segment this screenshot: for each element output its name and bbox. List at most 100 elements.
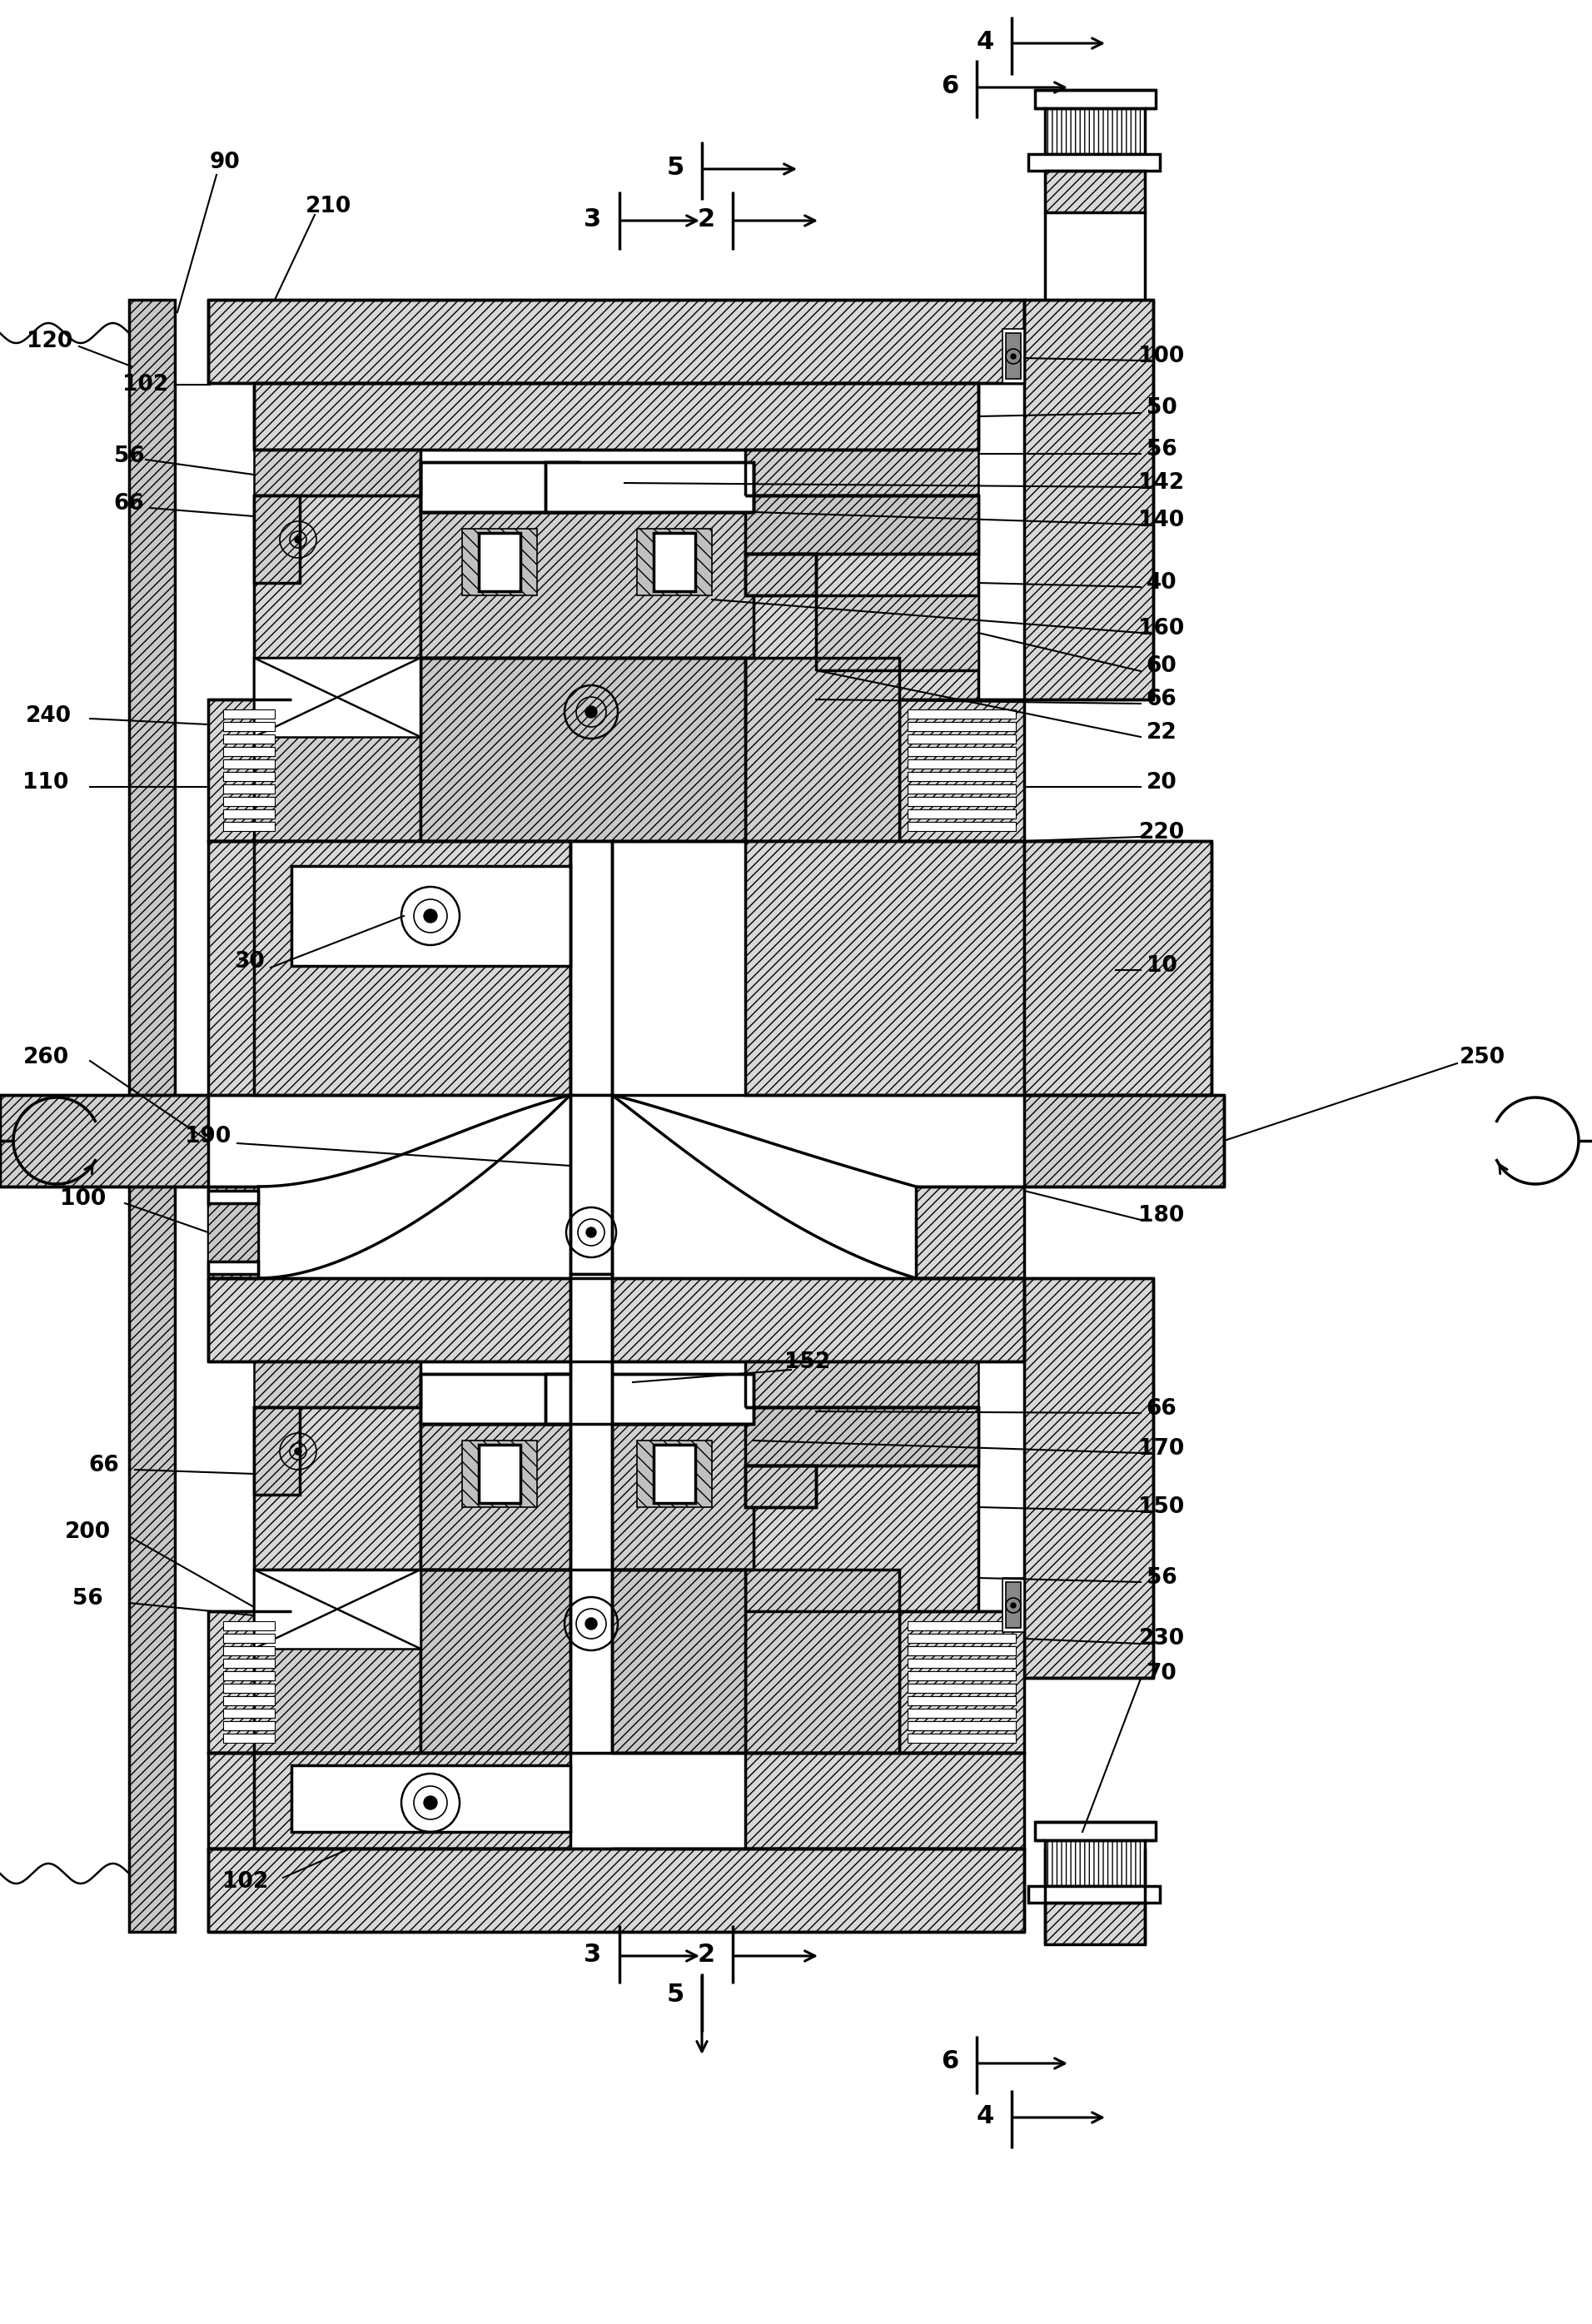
- Bar: [223, 797, 275, 806]
- Bar: [255, 495, 420, 737]
- Bar: [209, 1204, 258, 1262]
- Bar: [1044, 109, 1145, 153]
- Text: 250: 250: [1460, 1046, 1504, 1069]
- Bar: [546, 462, 753, 511]
- Bar: [420, 658, 745, 841]
- Text: 150: 150: [1138, 1497, 1184, 1518]
- Bar: [1024, 300, 1153, 700]
- Bar: [817, 595, 979, 669]
- Text: 10: 10: [1146, 955, 1176, 976]
- Bar: [462, 530, 537, 595]
- Bar: [1035, 91, 1156, 109]
- Text: 56: 56: [72, 1587, 103, 1611]
- Bar: [907, 734, 1016, 744]
- Bar: [745, 1752, 1024, 1848]
- Bar: [899, 1611, 1024, 1752]
- Bar: [255, 1569, 420, 1752]
- Bar: [570, 841, 611, 1095]
- Bar: [745, 1408, 979, 1648]
- Bar: [223, 786, 275, 792]
- Bar: [907, 1622, 1016, 1631]
- Text: 152: 152: [785, 1353, 831, 1373]
- Bar: [907, 709, 1016, 718]
- Bar: [223, 823, 275, 832]
- Bar: [570, 1095, 611, 1274]
- Text: 2: 2: [697, 1943, 715, 1966]
- Bar: [462, 1441, 537, 1508]
- Bar: [209, 1752, 420, 1848]
- Bar: [907, 723, 1016, 732]
- Bar: [907, 746, 1016, 755]
- Bar: [745, 1408, 979, 1466]
- Bar: [420, 511, 753, 658]
- Bar: [1028, 153, 1161, 170]
- Bar: [209, 841, 420, 1095]
- Text: 190: 190: [185, 1125, 231, 1148]
- Bar: [420, 462, 578, 511]
- Bar: [745, 1466, 817, 1508]
- Bar: [907, 1645, 1016, 1655]
- Bar: [223, 809, 275, 818]
- Bar: [223, 1634, 275, 1643]
- Text: 66: 66: [89, 1455, 119, 1476]
- Bar: [223, 1671, 275, 1680]
- Text: 4: 4: [976, 30, 993, 53]
- Bar: [907, 1697, 1016, 1706]
- Text: 90: 90: [210, 151, 240, 174]
- Bar: [420, 1373, 578, 1425]
- Bar: [1044, 1903, 1145, 1945]
- Bar: [1044, 170, 1145, 211]
- Bar: [1044, 170, 1145, 211]
- Circle shape: [1011, 1604, 1016, 1608]
- Bar: [223, 1683, 275, 1692]
- Bar: [255, 449, 420, 495]
- Bar: [1006, 332, 1020, 379]
- Bar: [915, 1188, 1024, 1278]
- Bar: [223, 1708, 275, 1717]
- Bar: [223, 746, 275, 755]
- Bar: [223, 1659, 275, 1669]
- Circle shape: [586, 706, 597, 718]
- Bar: [549, 467, 750, 509]
- Circle shape: [295, 537, 301, 544]
- Bar: [420, 1569, 745, 1752]
- Bar: [223, 723, 275, 732]
- Text: 260: 260: [22, 1046, 68, 1069]
- Bar: [420, 1373, 578, 1425]
- Text: 140: 140: [1138, 509, 1184, 532]
- Text: 6: 6: [941, 74, 958, 98]
- Bar: [209, 1611, 291, 1752]
- Bar: [209, 1190, 258, 1204]
- Bar: [907, 1634, 1016, 1643]
- Bar: [745, 495, 979, 553]
- Text: 2: 2: [697, 207, 715, 230]
- Bar: [907, 1683, 1016, 1692]
- Bar: [549, 1378, 750, 1420]
- Bar: [291, 1766, 570, 1831]
- Bar: [223, 760, 275, 769]
- Text: 102: 102: [223, 1871, 269, 1892]
- Bar: [907, 1671, 1016, 1680]
- Text: 120: 120: [27, 330, 73, 353]
- Text: 160: 160: [1138, 618, 1184, 639]
- Bar: [907, 823, 1016, 832]
- Bar: [745, 553, 817, 595]
- Bar: [223, 772, 275, 781]
- Bar: [420, 462, 578, 511]
- Bar: [209, 1848, 1024, 1931]
- Text: 50: 50: [1146, 397, 1176, 418]
- Bar: [255, 1362, 420, 1408]
- Text: 220: 220: [1138, 823, 1184, 844]
- Text: 200: 200: [65, 1522, 110, 1543]
- Bar: [637, 1441, 712, 1508]
- Bar: [570, 1274, 611, 1752]
- Text: 100: 100: [60, 1188, 107, 1211]
- Text: 56: 56: [1146, 439, 1176, 460]
- Bar: [209, 700, 291, 841]
- Bar: [1006, 1583, 1020, 1627]
- Bar: [223, 1722, 275, 1731]
- Circle shape: [1011, 353, 1016, 358]
- Bar: [255, 841, 570, 1095]
- Bar: [1044, 1841, 1145, 1887]
- Bar: [255, 1408, 420, 1648]
